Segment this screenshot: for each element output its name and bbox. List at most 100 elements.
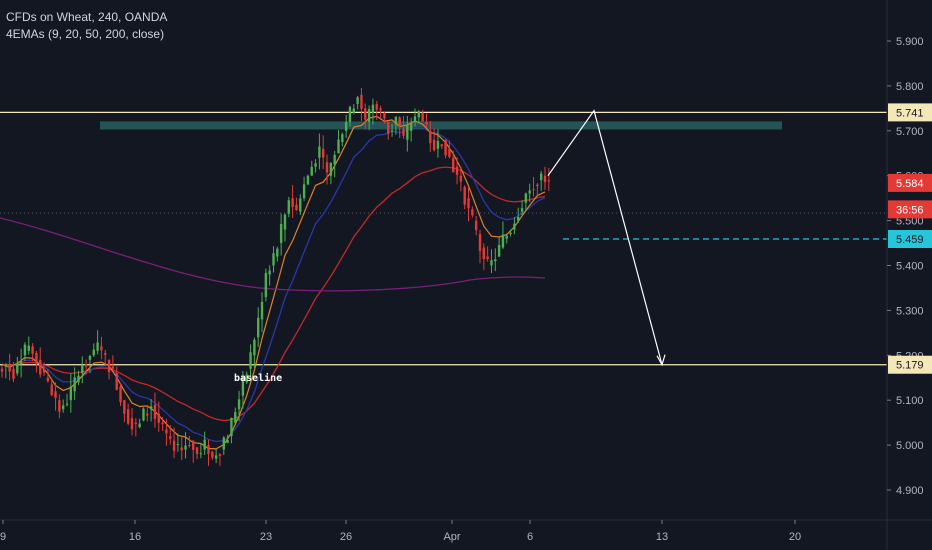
candle-body — [4, 364, 8, 367]
price-badge — [888, 355, 932, 374]
candle-body — [260, 301, 264, 320]
candle-body — [54, 391, 57, 398]
candle-body — [539, 173, 543, 181]
x-tick-label: Apr — [443, 531, 460, 543]
candle-body — [452, 157, 455, 173]
candle-body — [356, 97, 359, 104]
resistance-zone[interactable] — [100, 121, 782, 130]
candle-body — [134, 422, 138, 424]
candle-body — [302, 184, 306, 199]
time-axis[interactable]: 9 16 23 26 Apr 6 13 20 — [0, 519, 932, 543]
y-tick-label: 5.100 — [896, 395, 924, 407]
price-axis[interactable]: 5.9005.8005.7005.6005.5005.4005.3005.200… — [886, 0, 924, 550]
candle-body — [367, 109, 371, 122]
candle-body — [191, 440, 195, 450]
candle-body — [287, 200, 290, 214]
candle-body — [12, 368, 15, 379]
candle-body — [494, 259, 497, 262]
candle-body — [257, 317, 260, 338]
candle-body — [230, 417, 233, 437]
candle-body — [352, 108, 356, 113]
candle-body — [61, 405, 65, 410]
candle-body — [448, 148, 451, 157]
candle-body — [517, 216, 520, 221]
candle-body — [169, 436, 172, 439]
ema-9-line — [1, 115, 546, 450]
candle-body — [490, 260, 493, 266]
candle-body — [165, 429, 168, 434]
x-tick-label: 20 — [789, 531, 801, 543]
candle-body — [417, 111, 421, 118]
horizontal-levels — [0, 111, 887, 366]
candle-body — [314, 163, 317, 167]
candle-body — [295, 204, 298, 211]
candle-body — [123, 400, 126, 414]
price-badge-text: 5.584 — [896, 178, 924, 190]
price-badge — [888, 230, 932, 249]
candle-body — [234, 412, 237, 423]
candle-body — [344, 121, 348, 131]
candle-body — [172, 440, 176, 451]
projection-arrow — [547, 109, 666, 367]
projection-path[interactable] — [547, 109, 663, 365]
candle-body — [478, 234, 482, 251]
x-tick-label: 23 — [260, 531, 272, 543]
candle-body — [226, 439, 229, 443]
candle-body — [536, 184, 539, 187]
symbol-title: CFDs on Wheat, 240, OANDA — [6, 10, 168, 24]
candle-body — [394, 116, 398, 125]
candle-body — [84, 364, 88, 367]
candle-body — [371, 104, 375, 113]
candle-body — [390, 130, 394, 132]
y-tick-label: 5.300 — [896, 305, 924, 317]
candle-body — [444, 139, 447, 156]
y-tick-label: 5.500 — [896, 216, 924, 228]
candle-body — [341, 134, 344, 143]
candle-body — [429, 130, 432, 144]
candle-body — [65, 403, 69, 405]
candle-body — [325, 162, 329, 173]
candle-body — [8, 364, 11, 372]
candle-body — [58, 400, 61, 412]
candle-body — [283, 214, 287, 230]
candle-body — [73, 377, 76, 392]
candle-body — [474, 220, 478, 231]
candle-body — [115, 373, 118, 390]
candle-body — [253, 339, 256, 356]
candle-body — [310, 166, 313, 176]
candle-body — [42, 368, 46, 373]
price-badge — [888, 200, 932, 219]
candle-body — [138, 423, 141, 428]
candle-body — [413, 116, 417, 122]
candle-body — [520, 208, 524, 212]
candle-body — [528, 190, 531, 194]
candle-body — [211, 451, 214, 458]
candle-body — [543, 175, 547, 183]
candle-body — [39, 359, 42, 375]
candle-body — [222, 437, 225, 450]
candle-body — [497, 245, 501, 257]
candle-body — [348, 106, 352, 122]
x-tick-label: 6 — [527, 531, 533, 543]
chart-legend: CFDs on Wheat, 240, OANDA 4EMAs (9, 20, … — [6, 9, 167, 43]
candle-body — [119, 386, 122, 403]
candle-body — [88, 356, 92, 360]
candle-body — [364, 108, 367, 120]
candle-body — [35, 353, 38, 363]
candle-body — [31, 346, 34, 354]
candle-body — [146, 413, 149, 416]
ema-200-line — [0, 217, 546, 292]
candle-body — [467, 198, 470, 209]
candle-body — [157, 413, 160, 423]
candle-body — [459, 175, 463, 182]
candle-body — [19, 361, 23, 365]
y-tick-label: 4.900 — [896, 485, 924, 497]
price-badge — [888, 173, 932, 192]
price-badge-text: 36:56 — [896, 204, 924, 216]
candle-body — [291, 198, 294, 207]
candle-body — [318, 146, 321, 158]
candle-body — [360, 94, 363, 109]
candle-body — [237, 399, 241, 410]
y-tick-label: 5.000 — [896, 440, 924, 452]
